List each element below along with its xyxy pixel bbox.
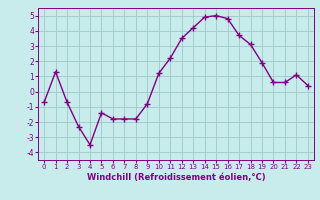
X-axis label: Windchill (Refroidissement éolien,°C): Windchill (Refroidissement éolien,°C) <box>87 173 265 182</box>
